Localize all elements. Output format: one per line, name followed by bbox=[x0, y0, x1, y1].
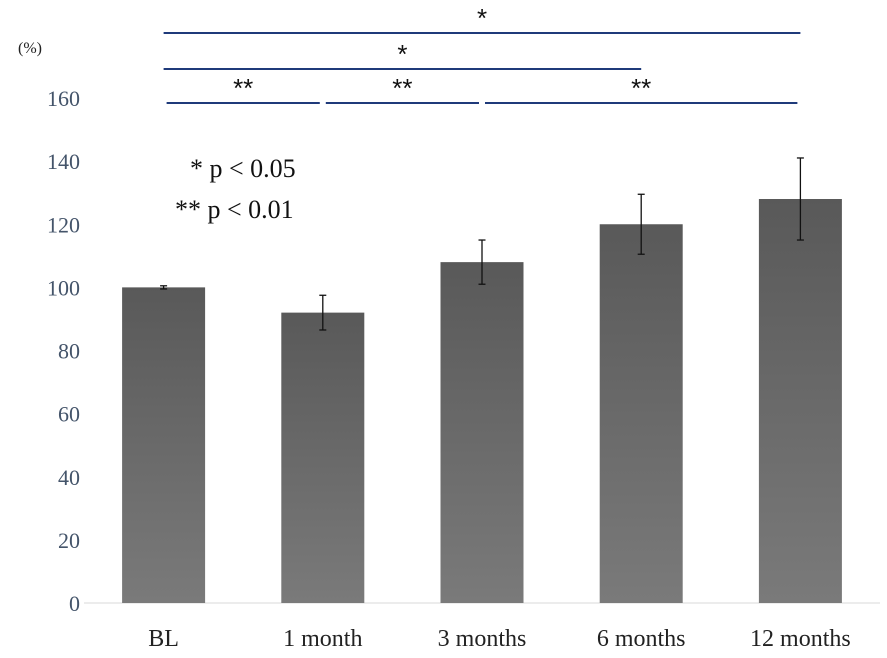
bar bbox=[281, 312, 365, 603]
error-bar bbox=[796, 157, 804, 241]
y-tick-label: 140 bbox=[47, 149, 80, 174]
y-tick-label: 120 bbox=[47, 212, 80, 237]
significance-bracket: ** bbox=[325, 73, 479, 104]
significance-bracket: ** bbox=[166, 73, 320, 104]
significance-label: * bbox=[477, 3, 487, 33]
axes: 0 20 40 60 80 100 120 140 160 BL 1 month 3 months 6 … bbox=[47, 86, 880, 652]
bar bbox=[758, 199, 842, 603]
significance-bracket: * bbox=[163, 3, 801, 34]
legend-p001: ** p < 0.01 bbox=[175, 195, 294, 224]
bar bbox=[440, 262, 524, 603]
legend-p005: * p < 0.05 bbox=[190, 154, 296, 183]
y-tick-label: 100 bbox=[47, 275, 80, 300]
significance-label: ** bbox=[392, 73, 412, 103]
x-tick-label: 12 months bbox=[750, 626, 851, 652]
y-tick-label: 60 bbox=[58, 402, 80, 427]
bar bbox=[122, 287, 206, 603]
significance-label: ** bbox=[233, 73, 253, 103]
significance-bracket: ** bbox=[485, 73, 798, 104]
y-tick-label: 160 bbox=[47, 86, 80, 111]
x-tick-label: BL bbox=[148, 626, 179, 652]
y-unit-label: (%) bbox=[18, 40, 42, 57]
x-tick-label: 6 months bbox=[597, 626, 686, 652]
y-tick-label: 80 bbox=[58, 339, 80, 364]
y-tick-label: 40 bbox=[58, 465, 80, 490]
error-bar bbox=[319, 294, 327, 331]
error-bar bbox=[637, 193, 645, 255]
y-tick-label: 20 bbox=[58, 528, 80, 553]
bars bbox=[122, 157, 842, 603]
error-bar bbox=[160, 285, 168, 290]
significance-brackets: **** ** ** bbox=[163, 3, 801, 104]
error-bar bbox=[478, 239, 486, 285]
bar bbox=[599, 224, 683, 603]
x-tick-label: 1 month bbox=[283, 626, 362, 652]
significance-label: ** bbox=[631, 73, 651, 103]
significance-label: * bbox=[397, 39, 407, 69]
y-tick-label: 0 bbox=[69, 591, 80, 616]
significance-bracket: * bbox=[163, 39, 642, 70]
x-tick-label: 3 months bbox=[438, 626, 527, 652]
